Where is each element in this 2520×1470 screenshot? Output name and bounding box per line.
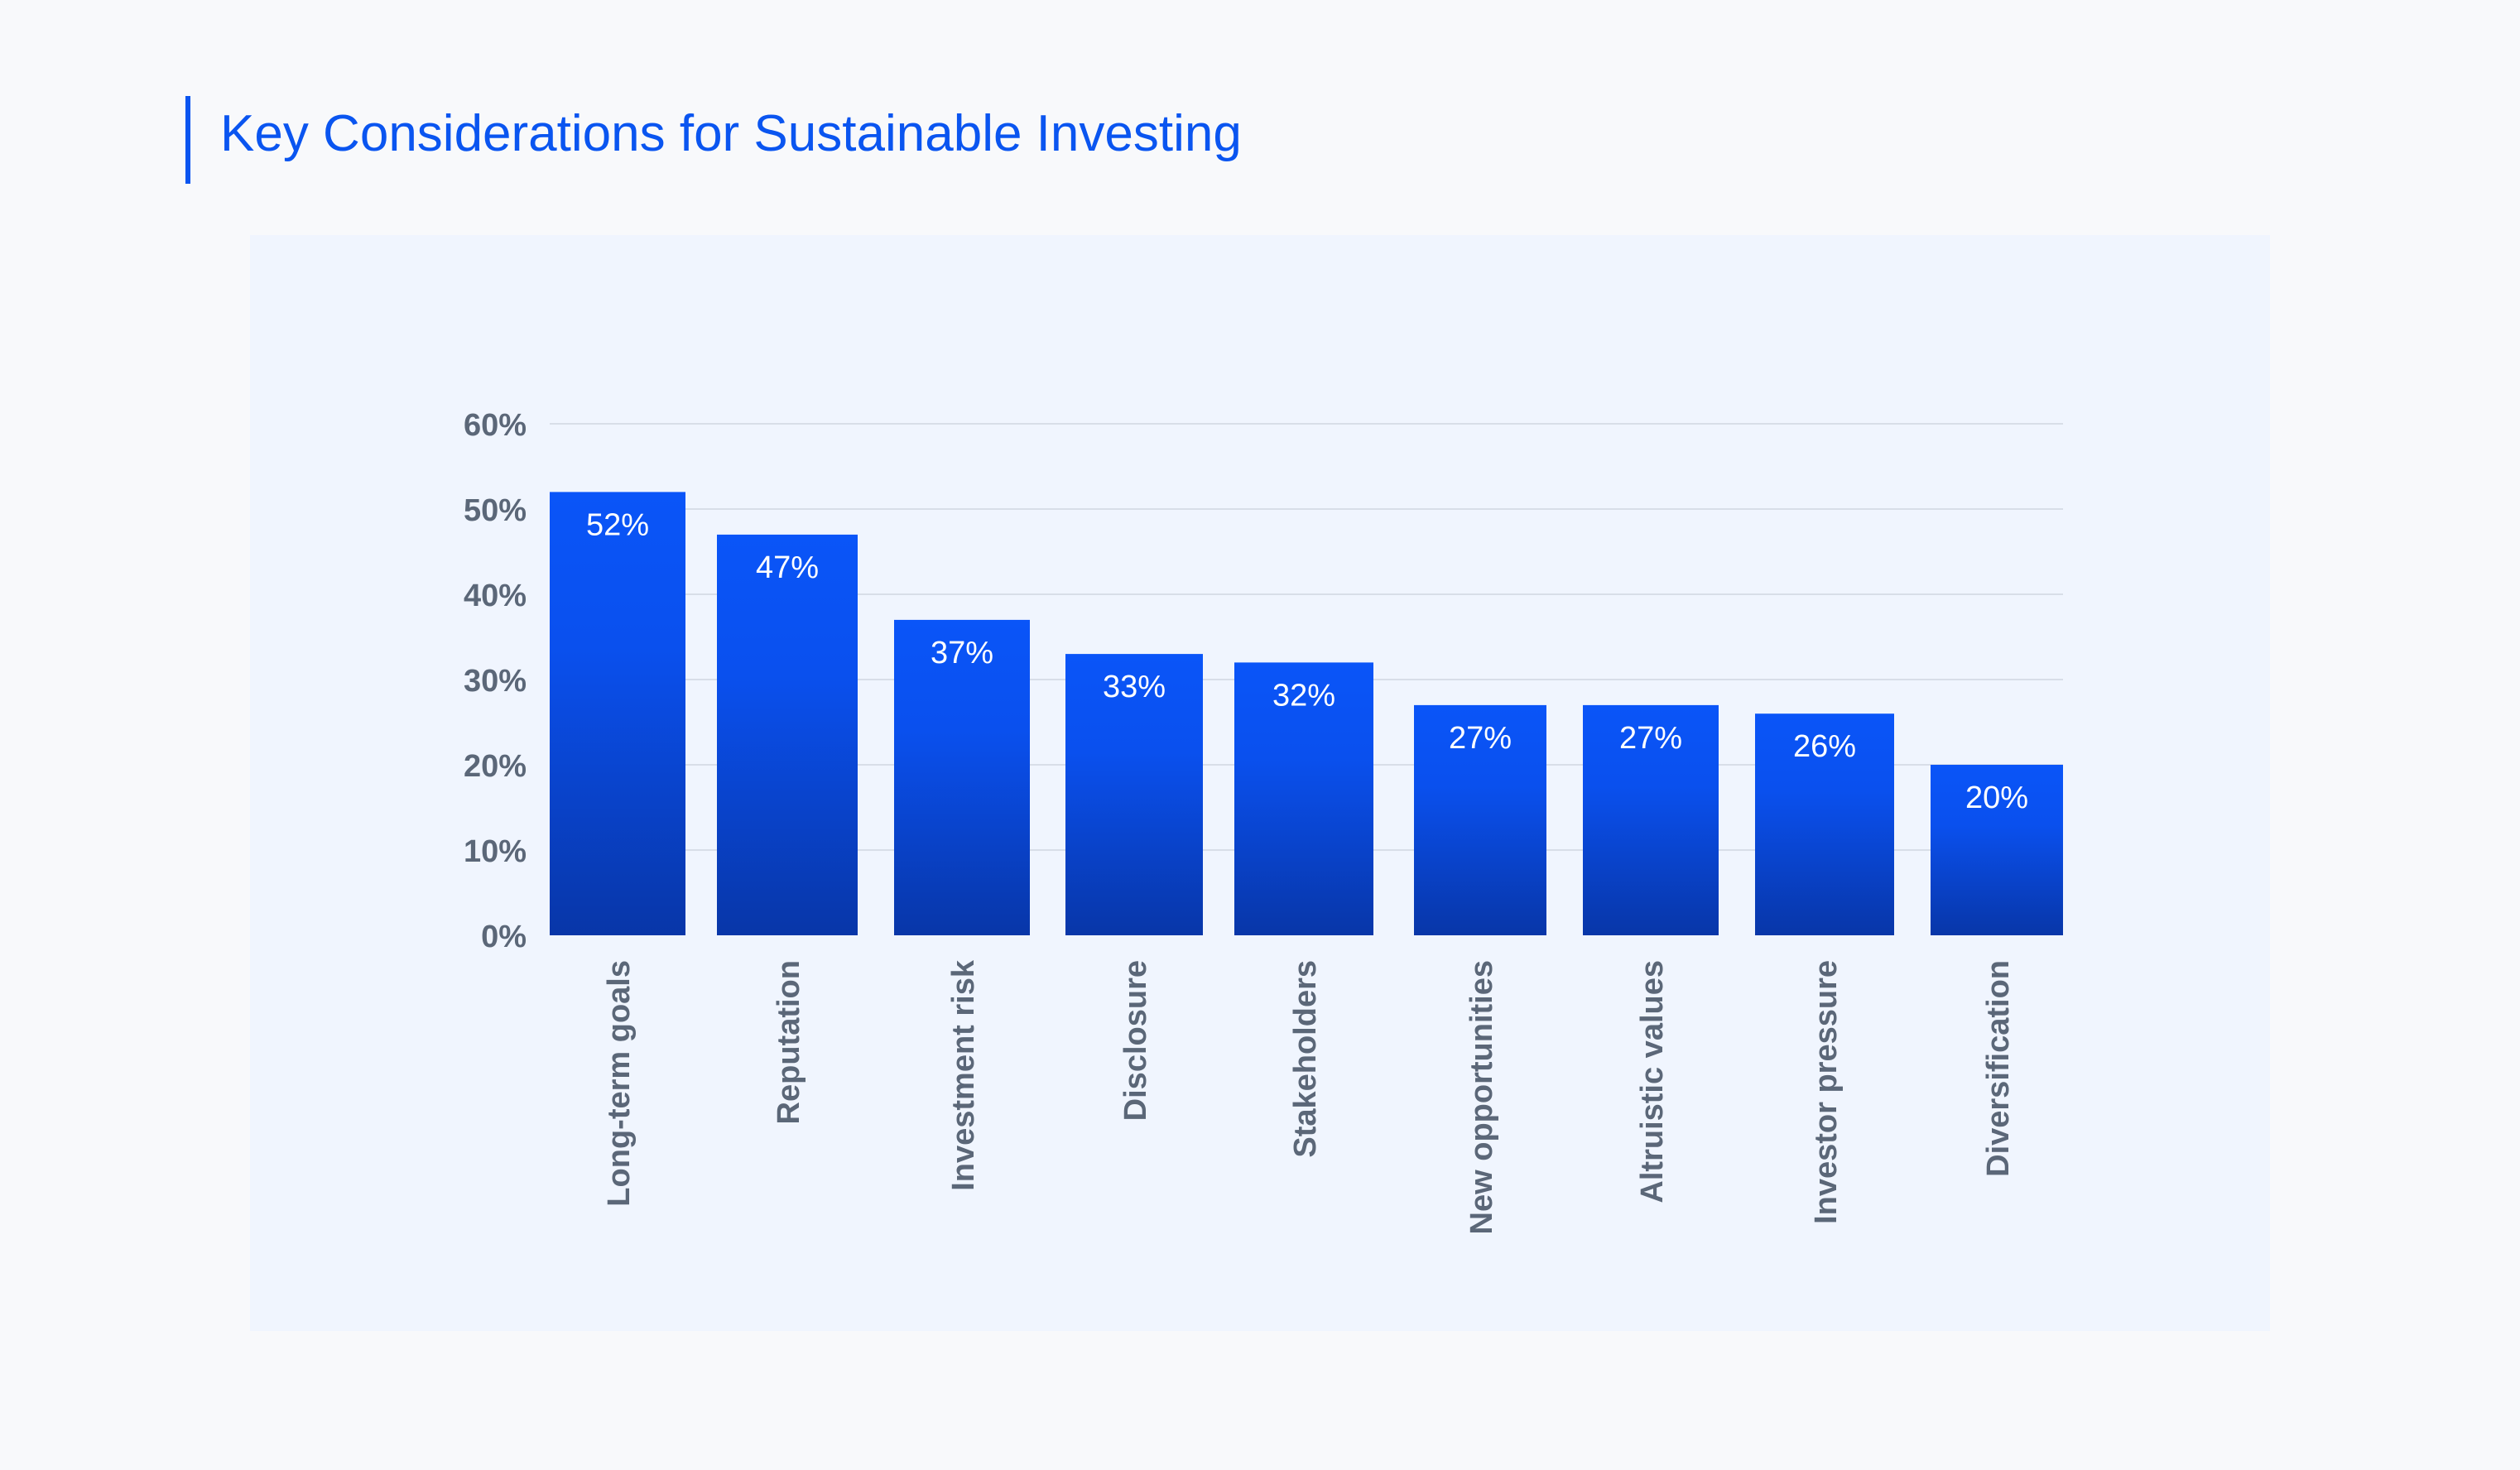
x-tick-label: Investor pressure [1809,960,1844,1224]
x-axis: Long-term goals Reputation Investment risk… [602,959,2016,1234]
y-tick-label: 40% [464,579,527,613]
x-tick-label: New opportunities [1464,960,1499,1234]
bar [550,492,685,935]
x-tick-label: Stakeholders [1288,960,1323,1158]
bar [1234,662,1373,935]
y-tick-label: 20% [464,749,527,784]
x-tick-label: Long-term goals [602,960,637,1207]
bar-value-label: 20% [1965,781,2028,815]
x-tick-label: Reputation [772,960,806,1124]
bar-value-label: 47% [756,550,819,585]
data-labels: 52% 47% 37% 33% 32% 27% 27% 26% 20% [586,507,2028,815]
bar [1931,765,2063,935]
bar-value-label: 52% [586,507,649,542]
x-tick-label: Disclosure [1118,960,1153,1121]
y-tick-label: 10% [464,834,527,869]
bar [1583,704,1719,935]
y-tick-label: 0% [481,920,527,954]
bar-value-label: 33% [1103,670,1166,704]
bar-value-label: 37% [931,636,993,670]
x-tick-label: Investment risk [946,959,981,1191]
x-tick-label: Diversification [1981,960,2016,1177]
title-accent-bar [185,96,190,184]
bar [894,619,1030,935]
bar [717,534,858,935]
chart-title: Key Considerations for Sustainable Inves… [220,105,1242,162]
y-tick-label: 60% [464,408,527,443]
bar [1755,713,1894,935]
bar-value-label: 32% [1272,678,1335,713]
x-tick-label: Altruistic values [1635,960,1670,1203]
bars [550,492,2063,935]
y-tick-label: 50% [464,493,527,528]
y-tick-label: 30% [464,664,527,699]
y-axis: 0% 10% 20% 30% 40% 50% 60% [464,408,527,954]
bar-value-label: 27% [1619,721,1682,756]
bar [1414,704,1546,935]
bar [1065,654,1203,935]
bar-value-label: 26% [1793,729,1856,764]
bar-value-label: 27% [1449,721,1512,756]
